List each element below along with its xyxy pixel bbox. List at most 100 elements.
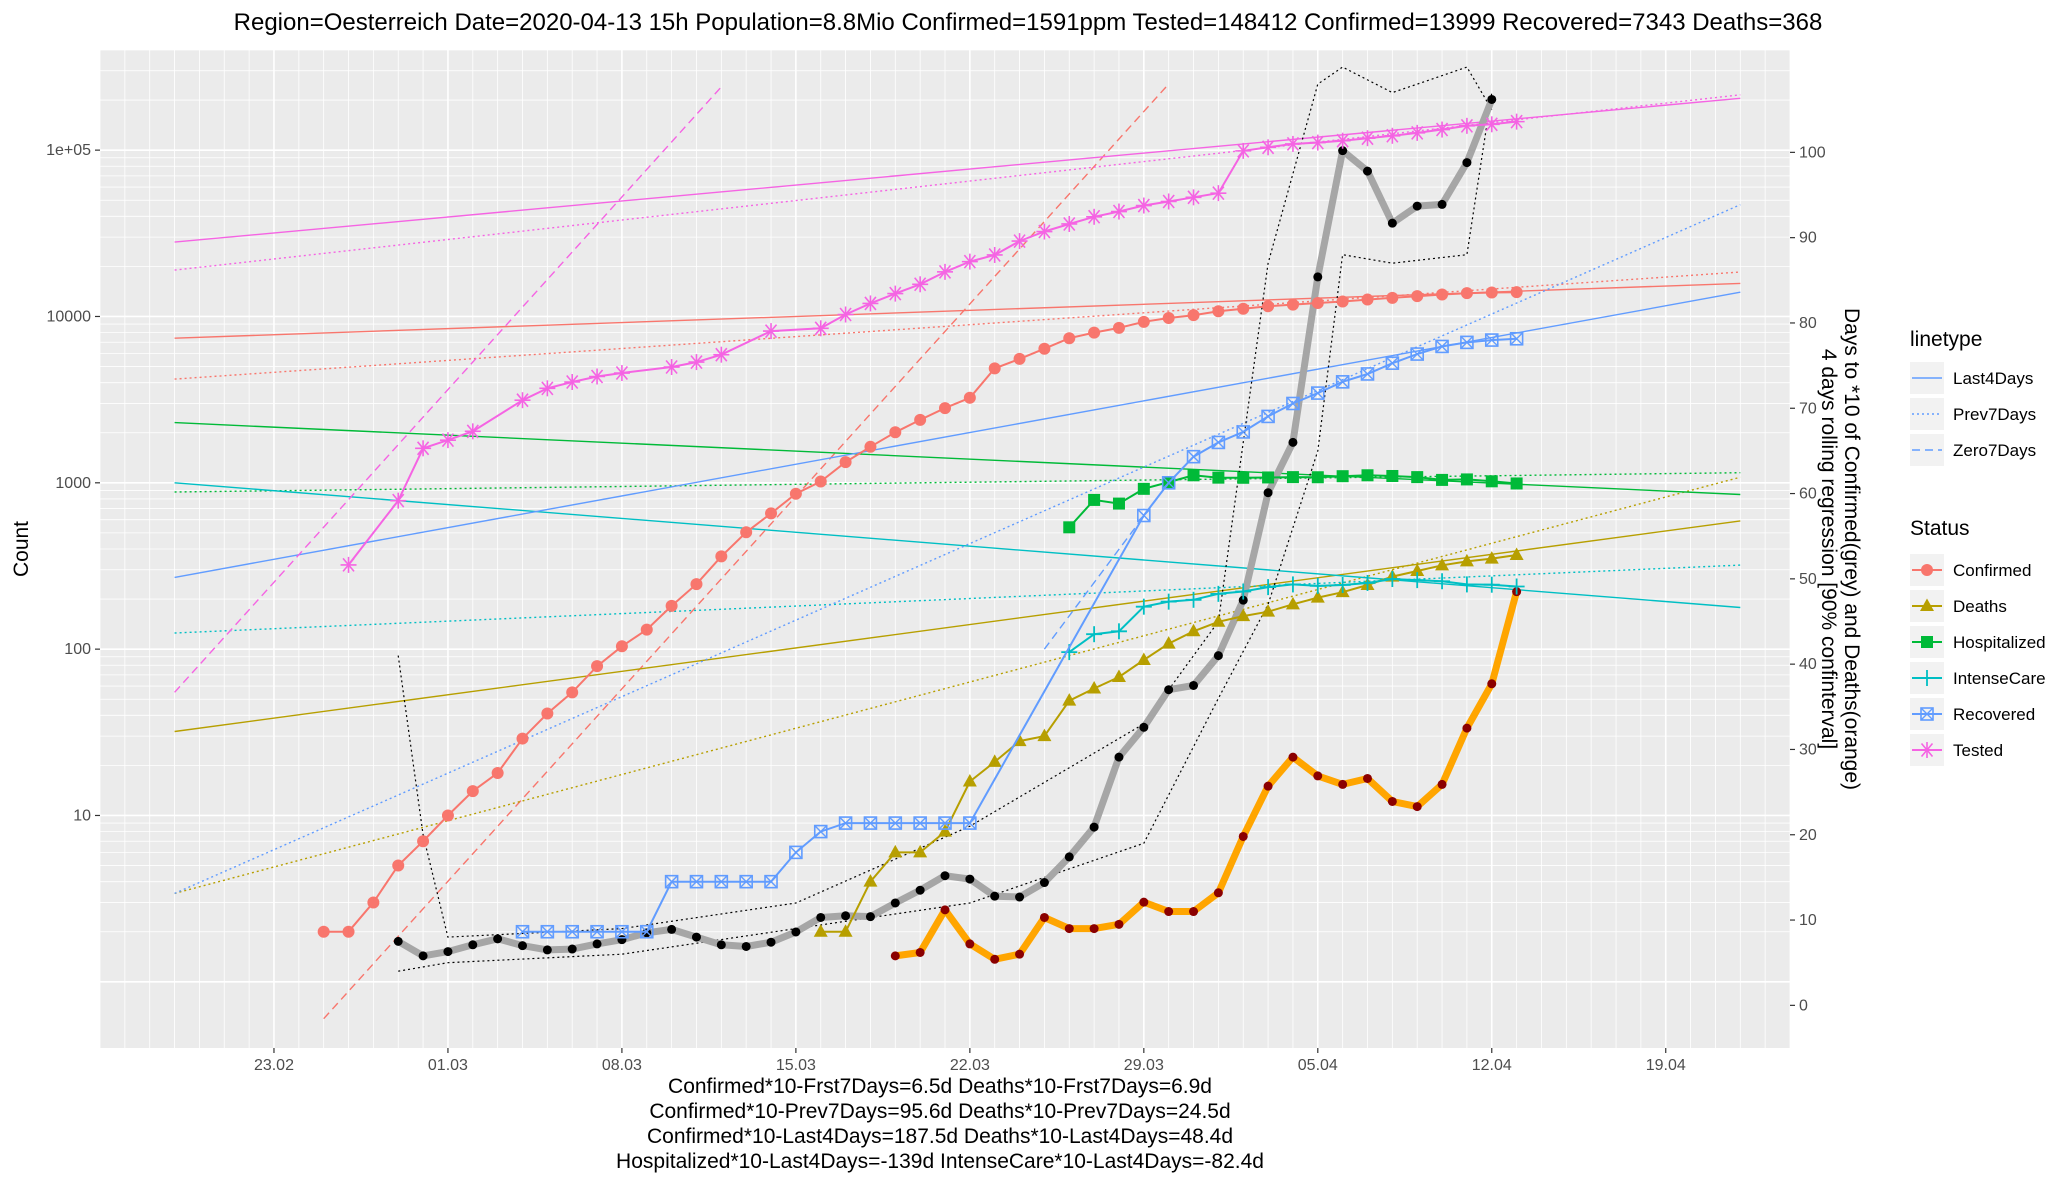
data-point-intensecare	[1434, 573, 1451, 590]
legend-key-marker	[1919, 670, 1935, 686]
data-point-tested	[1384, 127, 1401, 144]
ci-band-line	[397, 66, 1493, 938]
data-point-confirmed	[342, 925, 355, 938]
data-point-hospitalized	[1336, 470, 1349, 483]
doubling-time-series	[393, 94, 1522, 964]
data-point-confirmed	[392, 859, 405, 872]
data-point-tested	[1334, 132, 1351, 149]
data-point-confirmed	[1386, 291, 1399, 304]
legend-linetype-title: linetype	[1910, 328, 1982, 351]
doubling-point	[915, 947, 925, 957]
data-point-tested	[1508, 113, 1525, 130]
x-tick-label: 15.03	[776, 1057, 816, 1074]
subtitle-block: Confirmed*10-Frst7Days=6.5d Deaths*10-Fr…	[616, 1075, 1264, 1173]
data-point-deaths	[1484, 551, 1499, 564]
data-point-confirmed	[914, 413, 927, 426]
data-point-confirmed	[1162, 311, 1175, 324]
data-point-deaths	[962, 774, 977, 787]
fit-line	[174, 476, 1741, 895]
legend-status-title: Status	[1910, 517, 1970, 540]
data-point-intensecare	[1334, 577, 1351, 594]
data-point-intensecare	[1160, 593, 1177, 610]
data-point-tested	[589, 368, 606, 385]
data-point-hospitalized	[1411, 471, 1424, 484]
data-point-recovered	[838, 816, 853, 830]
fit-line	[174, 472, 1741, 493]
data-point-confirmed	[1411, 290, 1424, 303]
data-point-tested	[613, 365, 630, 382]
y2-tick-label: 30	[1799, 741, 1817, 758]
data-point-deaths	[863, 874, 878, 887]
doubling-point	[965, 874, 975, 884]
subtitle-line-4: Hospitalized*10-Last4Days=-139d IntenseC…	[616, 1150, 1264, 1173]
data-point-intensecare	[1458, 576, 1475, 593]
data-point-tested	[1260, 139, 1277, 156]
legend-status-label: IntenseCare	[1953, 669, 2046, 688]
data-point-tested	[1483, 116, 1500, 133]
data-point-confirmed	[367, 896, 380, 909]
fit-line	[174, 564, 1741, 634]
data-point-deaths	[1459, 553, 1474, 567]
data-point-confirmed	[789, 487, 802, 500]
subtitle-line-2: Confirmed*10-Prev7Days=95.6d Deaths*10-P…	[649, 1100, 1230, 1123]
data-point-recovered	[1484, 333, 1499, 347]
data-point-recovered	[590, 924, 604, 939]
doubling-point	[1164, 685, 1174, 695]
data-point-tested	[912, 276, 929, 293]
data-point-deaths	[1509, 547, 1524, 561]
data-point-recovered	[739, 874, 753, 889]
subtitle-line-3: Confirmed*10-Last4Days=187.5d Deaths*10-…	[647, 1125, 1233, 1148]
data-point-deaths	[1111, 669, 1126, 683]
data-point-confirmed	[665, 599, 678, 612]
fit-line	[174, 482, 1741, 609]
data-point-tested	[961, 253, 978, 270]
y2-tick-label: 100	[1799, 144, 1826, 161]
data-point-deaths	[1136, 652, 1151, 666]
x-tick-label: 29.03	[1124, 1057, 1164, 1074]
data-point-hospitalized	[1286, 471, 1299, 484]
legend-key-marker	[1921, 564, 1933, 576]
data-point-recovered	[888, 816, 903, 830]
data-point-hospitalized	[1386, 469, 1399, 482]
data-point-recovered	[764, 874, 778, 889]
doubling-point	[1387, 796, 1397, 806]
data-point-tested	[1309, 134, 1326, 151]
data-point-confirmed	[417, 835, 430, 848]
doubling-point	[1437, 779, 1447, 789]
doubling-point	[468, 940, 478, 950]
doubling-point	[741, 941, 751, 951]
data-point-confirmed	[1212, 305, 1225, 318]
x-tick-label: 01.03	[428, 1057, 468, 1074]
fit-line	[323, 83, 1170, 1020]
y2-tick-label: 70	[1799, 400, 1817, 417]
data-point-hospitalized	[1063, 521, 1076, 534]
doubling-point	[617, 935, 627, 945]
y2-tick-label: 80	[1799, 315, 1817, 332]
data-point-deaths	[1211, 614, 1226, 627]
doubling-point	[791, 927, 801, 937]
data-point-confirmed	[1112, 321, 1125, 334]
data-point-tested	[539, 380, 556, 397]
data-point-deaths	[1261, 604, 1276, 617]
data-point-confirmed	[591, 660, 604, 673]
doubling-point	[1338, 146, 1348, 156]
data-point-confirmed	[1485, 286, 1498, 299]
data-point-hospitalized	[1436, 473, 1449, 486]
doubling-point	[990, 954, 1000, 964]
x-tick-label: 12.04	[1472, 1057, 1512, 1074]
data-point-intensecare	[1359, 574, 1376, 591]
data-point-tested	[1458, 117, 1475, 134]
doubling-point	[1288, 437, 1298, 447]
legend-status-label: Hospitalized	[1953, 633, 2046, 652]
status-series	[317, 113, 1525, 939]
doubling-point	[915, 885, 925, 895]
doubling-point	[766, 937, 776, 947]
fit-line	[174, 291, 1741, 579]
data-point-confirmed	[1038, 342, 1051, 355]
data-point-hospitalized	[1187, 469, 1200, 482]
doubling-point	[1313, 272, 1323, 282]
doubling-point	[1189, 680, 1199, 690]
doubling-point	[1363, 166, 1372, 176]
doubling-point	[393, 936, 403, 946]
